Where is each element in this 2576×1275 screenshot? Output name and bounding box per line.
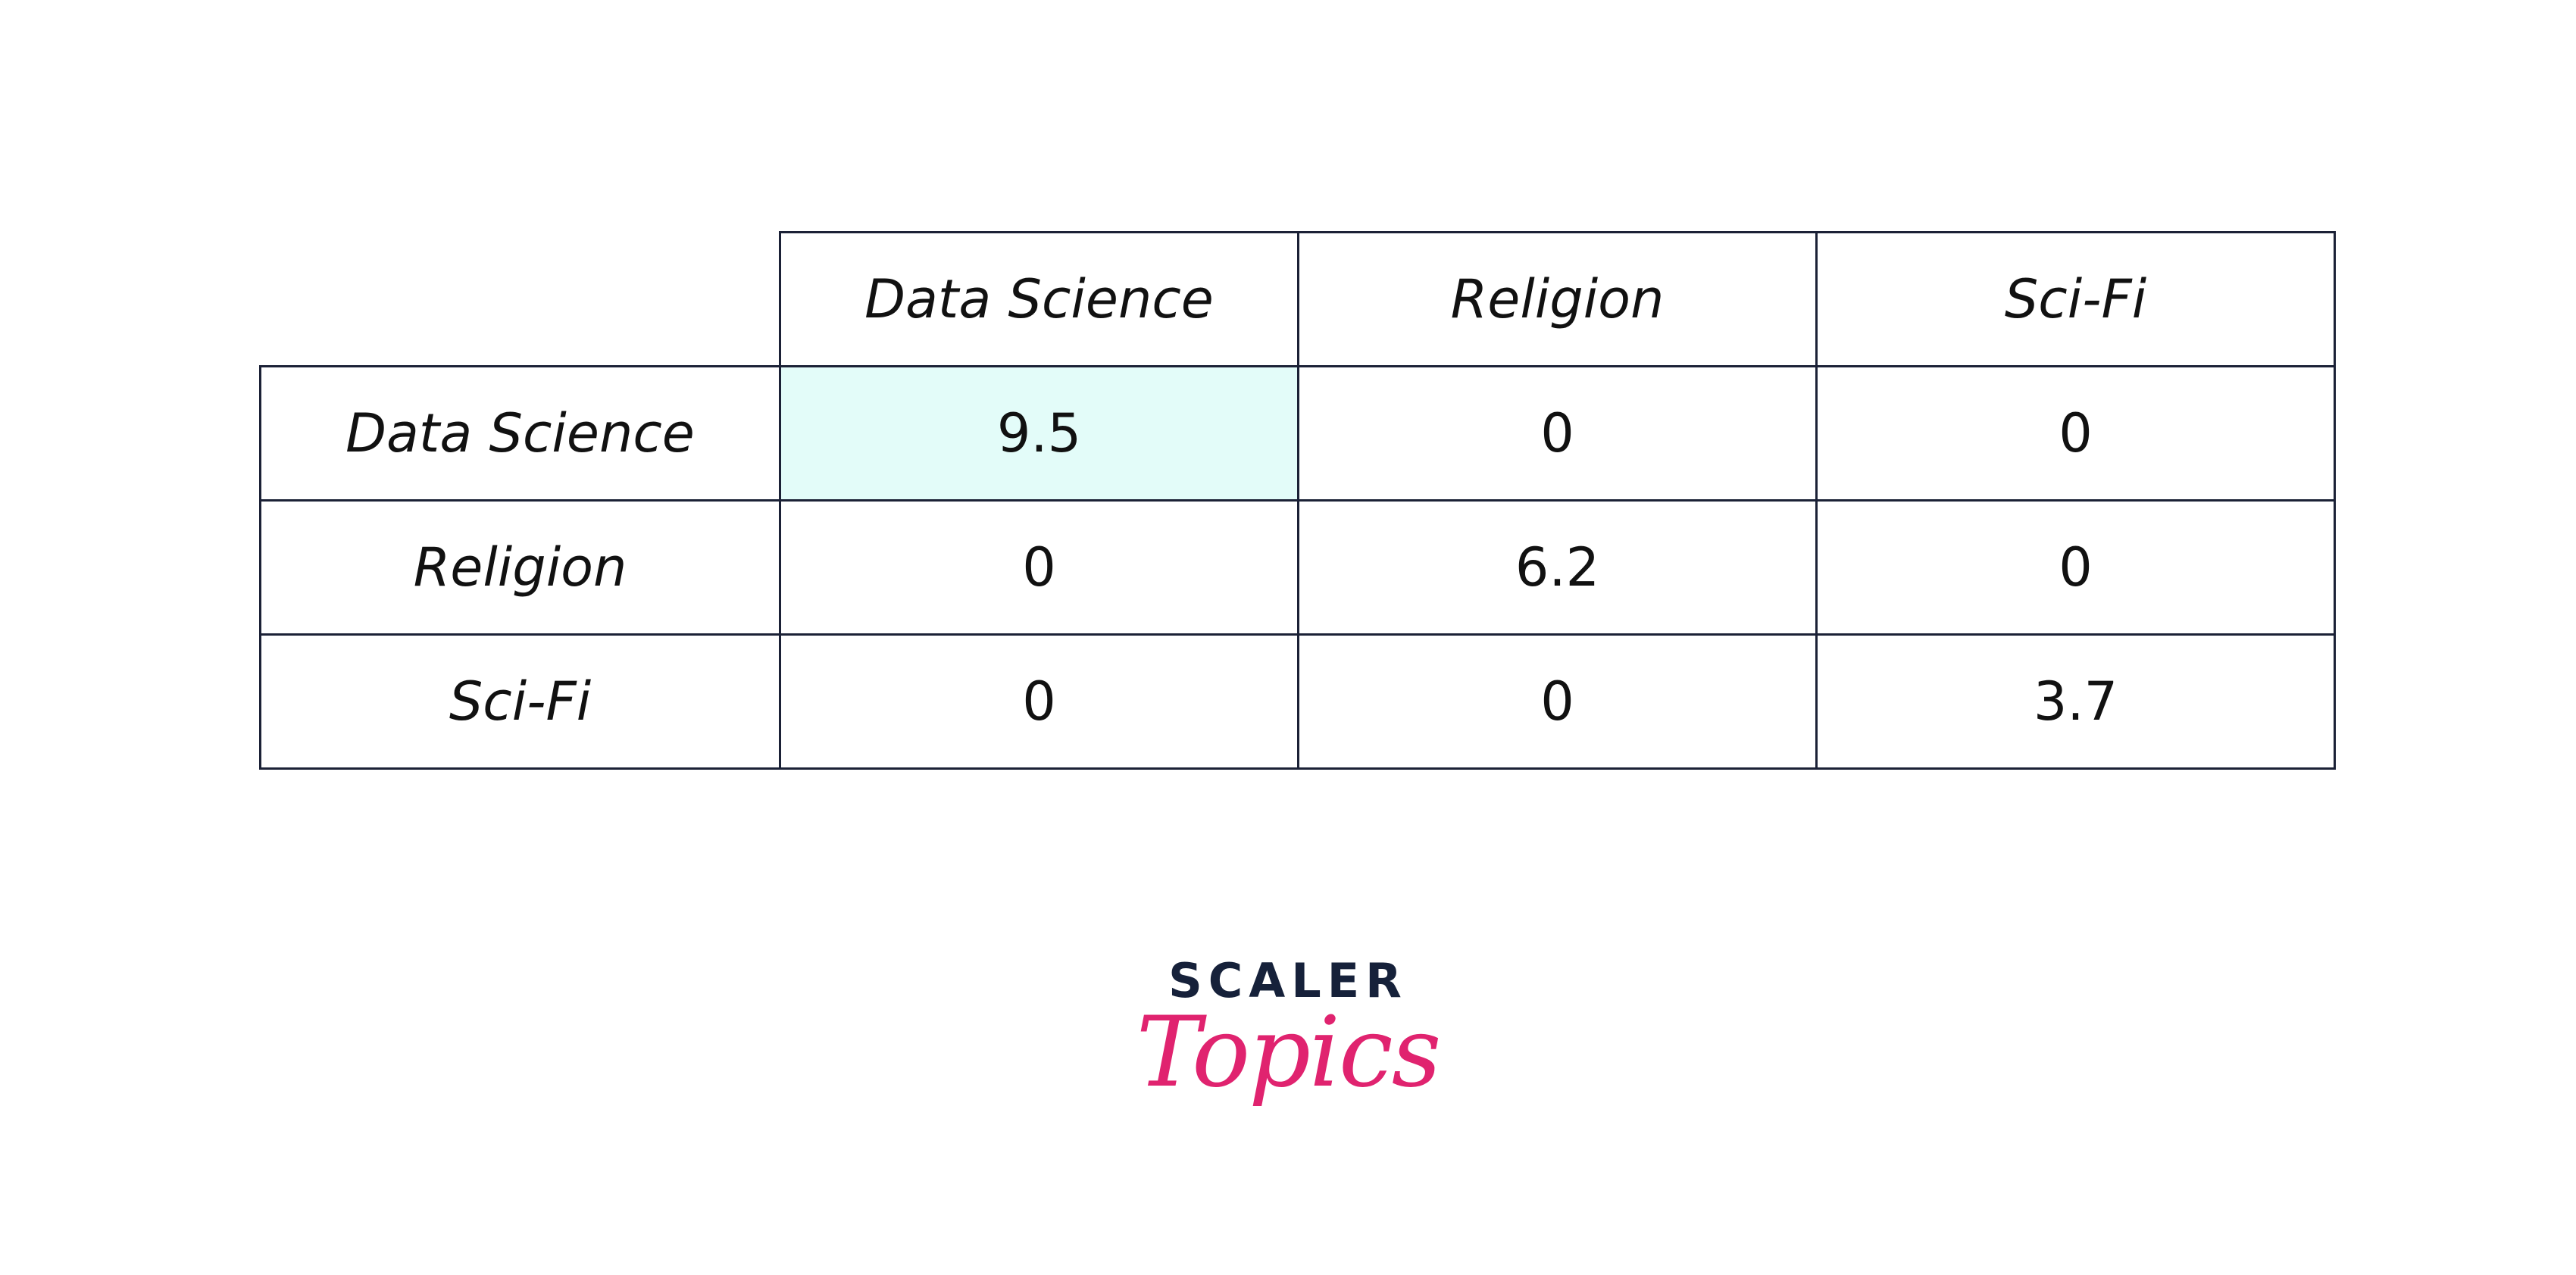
table-cell: 0	[1815, 365, 2336, 502]
logo-product: Topics	[1136, 996, 1442, 1109]
row-header: Religion	[259, 499, 781, 636]
row-header: Data Science	[259, 365, 781, 502]
table-cell: 0	[1297, 633, 1818, 770]
table-cell: 3.7	[1815, 633, 2336, 770]
column-header: Religion	[1297, 231, 1818, 367]
table-cell: 0	[779, 633, 1299, 770]
table-cell: 0	[1815, 499, 2336, 636]
table-cell: 0	[779, 499, 1299, 636]
table-cell: 9.5	[779, 365, 1299, 502]
row-header: Sci-Fi	[259, 633, 781, 770]
column-header: Sci-Fi	[1815, 231, 2336, 367]
logo-brand: SCALER	[1168, 953, 1408, 1008]
column-header: Data Science	[779, 231, 1299, 367]
table-cell: 6.2	[1297, 499, 1818, 636]
table-cell: 0	[1297, 365, 1818, 502]
